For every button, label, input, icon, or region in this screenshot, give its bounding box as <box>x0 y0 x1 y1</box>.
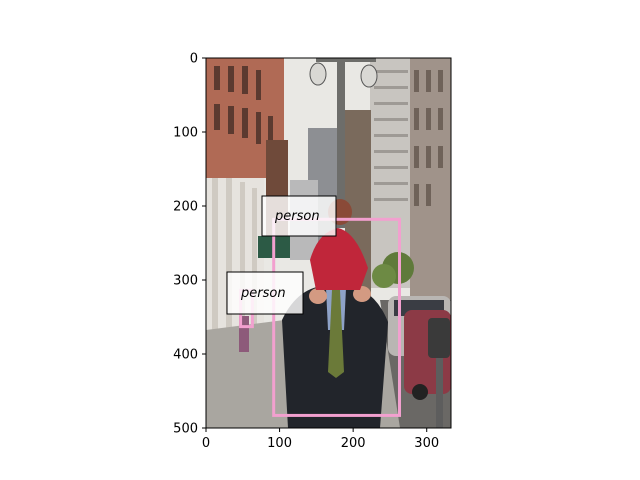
child-body <box>310 228 368 290</box>
y-tick-label: 500 <box>173 422 198 437</box>
lamp-right <box>360 64 378 88</box>
x-tick-label: 100 <box>267 436 292 451</box>
y-tick-label: 300 <box>173 274 198 289</box>
y-axis: 0 100 200 300 400 500 <box>173 52 206 437</box>
y-tick-label: 0 <box>190 52 198 67</box>
detections: person person <box>226 195 401 417</box>
left-windows <box>214 66 273 150</box>
x-tick-label: 0 <box>202 436 210 451</box>
background-pedestrian <box>239 316 249 352</box>
right-grey-windows <box>374 70 408 201</box>
left-columns <box>212 170 257 340</box>
parking-meter-pole <box>436 350 443 428</box>
y-tick-label: 100 <box>173 126 198 141</box>
y-tick-label: 200 <box>173 200 198 215</box>
detection-box <box>272 217 401 417</box>
image-frame <box>205 57 452 429</box>
detection-label-box <box>226 271 304 315</box>
detection-label: person <box>274 209 320 224</box>
x-tick-label: 200 <box>341 436 366 451</box>
y-tick-label: 400 <box>173 348 198 363</box>
parking-meter <box>428 318 450 358</box>
man-hand-left <box>309 288 327 304</box>
lamp-pole <box>337 58 345 228</box>
detection-label: person <box>240 286 286 301</box>
right-far-windows <box>414 70 443 206</box>
x-tick-label: 300 <box>414 436 439 451</box>
x-axis: 0 100 200 300 <box>202 428 439 451</box>
lamp-left <box>309 62 327 86</box>
photo <box>206 58 451 428</box>
right-building-grey <box>370 58 412 288</box>
man-tie <box>328 290 344 378</box>
detection-label-box <box>261 195 337 237</box>
